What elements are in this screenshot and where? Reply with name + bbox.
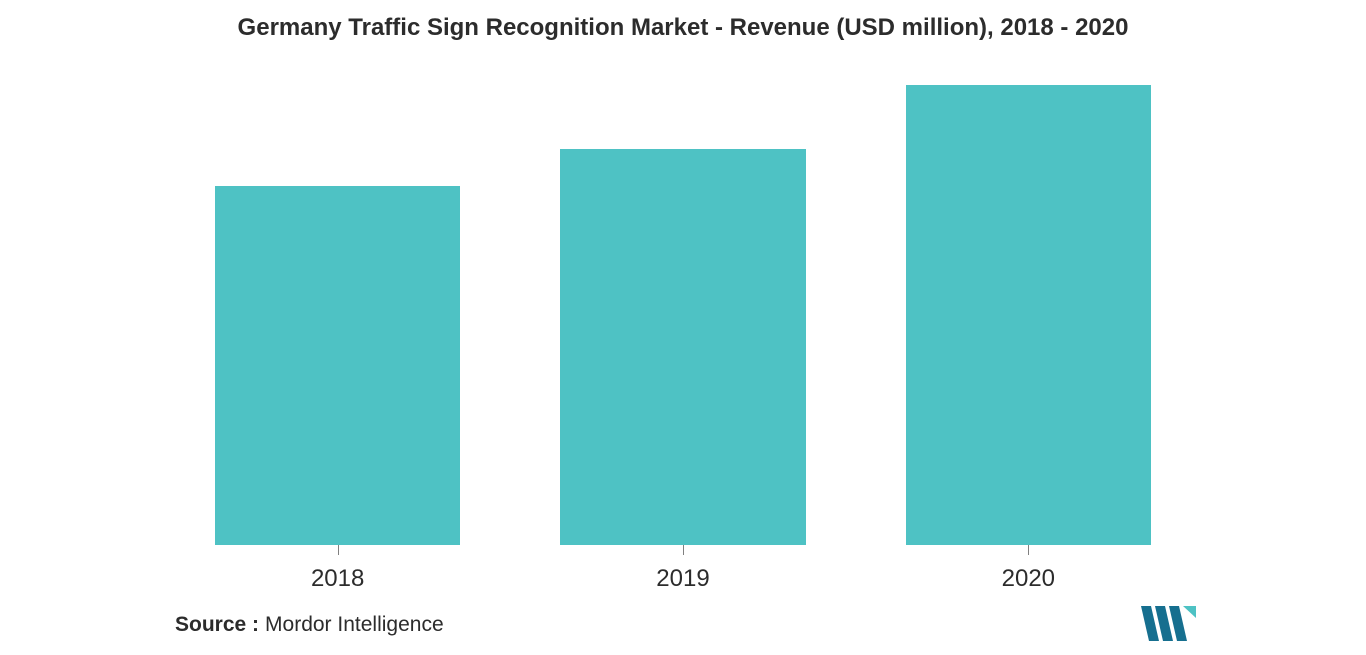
brand-logo — [1141, 606, 1196, 641]
bar-group-2019: 2019 — [510, 85, 855, 545]
chart-container: Germany Traffic Sign Recognition Market … — [0, 0, 1366, 655]
source-value: Mordor Intelligence — [265, 613, 444, 637]
xlabel-2019: 2019 — [656, 565, 709, 593]
logo-icon — [1141, 606, 1196, 641]
bar-2019 — [560, 149, 805, 545]
plot-area: 2018 2019 2020 — [165, 85, 1201, 545]
bar-group-2018: 2018 — [165, 85, 510, 545]
bar-2020 — [906, 85, 1151, 545]
tick-2019 — [683, 545, 684, 555]
xlabel-2018: 2018 — [311, 565, 364, 593]
xlabel-2020: 2020 — [1002, 565, 1055, 593]
tick-2018 — [338, 545, 339, 555]
source-footer: Source : Mordor Intelligence — [175, 613, 444, 637]
bar-2018 — [215, 186, 460, 545]
source-label: Source : — [175, 613, 259, 637]
chart-title: Germany Traffic Sign Recognition Market … — [0, 0, 1366, 42]
tick-2020 — [1028, 545, 1029, 555]
bar-group-2020: 2020 — [856, 85, 1201, 545]
